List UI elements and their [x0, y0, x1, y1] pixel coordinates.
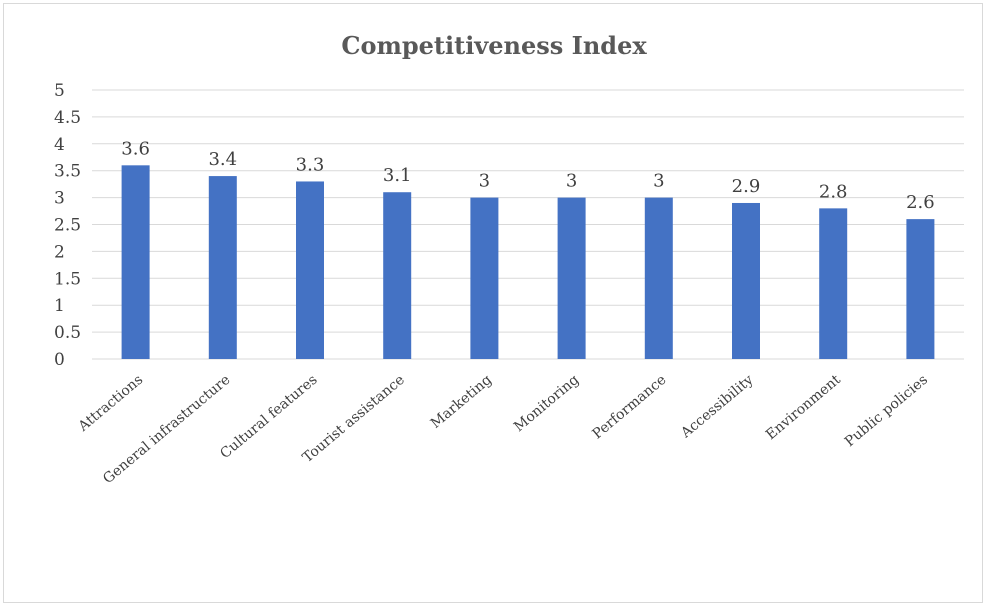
y-tick-label: 1: [54, 296, 65, 316]
data-label: 3.3: [296, 154, 325, 175]
y-axis-ticks: 0 0.5 1 1.5 2 2.5 3 3.5 4 4.5 5: [54, 81, 81, 370]
bar: [644, 197, 673, 359]
bar: [121, 165, 150, 359]
y-tick-label: 0.5: [54, 323, 81, 343]
category-label: Performance: [589, 372, 669, 443]
category-label: Attractions: [75, 372, 146, 436]
bars: [121, 165, 935, 359]
category-label: Public policies: [842, 372, 931, 450]
category-label: Environment: [763, 372, 844, 444]
chart-frame: Competitiveness Index 0 0.5 1 1.5 2 2.5 3 3.5 4 4…: [3, 3, 983, 603]
data-label: 3: [479, 171, 490, 192]
data-label: 2.9: [732, 176, 761, 197]
category-label: Marketing: [428, 372, 495, 432]
data-labels: 3.6 3.4 3.3 3.1 3 3 3 2.9 2.8 2.6: [121, 138, 934, 213]
category-label: Accessibility: [677, 372, 756, 442]
data-label: 2.6: [906, 192, 935, 213]
category-label: Monitoring: [511, 372, 582, 435]
data-label: 3.1: [383, 165, 412, 186]
bar: [819, 208, 848, 359]
bar: [906, 219, 935, 359]
y-tick-label: 1.5: [54, 269, 81, 289]
bar: [383, 192, 412, 359]
bar-chart: Competitiveness Index 0 0.5 1 1.5 2 2.5 3 3.5 4 4…: [54, 31, 964, 488]
y-tick-label: 4: [54, 135, 65, 155]
gridlines: [92, 89, 964, 360]
y-tick-label: 2.5: [54, 216, 81, 236]
y-tick-label: 3: [54, 189, 65, 209]
y-tick-label: 0: [54, 350, 65, 370]
bar: [732, 202, 760, 359]
bar: [296, 181, 324, 359]
bar: [470, 197, 499, 359]
data-label: 3: [566, 171, 577, 192]
data-label: 2.8: [819, 181, 848, 202]
y-tick-label: 5: [54, 81, 65, 101]
chart-title: Competitiveness Index: [341, 31, 647, 60]
y-tick-label: 4.5: [54, 108, 81, 128]
bar: [557, 197, 586, 359]
y-tick-label: 2: [54, 242, 65, 262]
data-label: 3.4: [208, 149, 237, 170]
bar: [208, 176, 237, 359]
data-label: 3: [653, 171, 664, 192]
y-tick-label: 3.5: [54, 162, 81, 182]
data-label: 3.6: [121, 138, 150, 159]
